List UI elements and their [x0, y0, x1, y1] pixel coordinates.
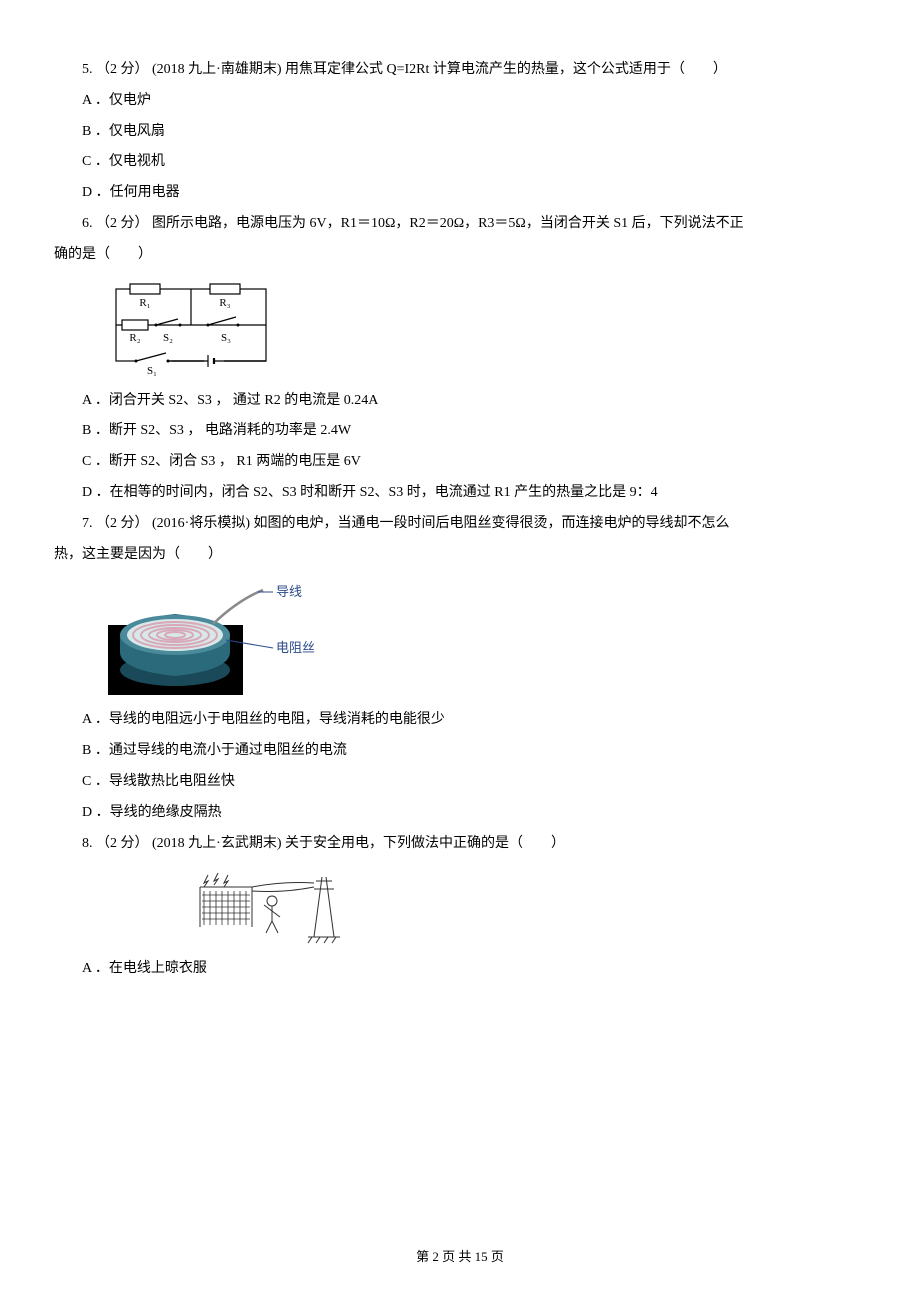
- q6-stem-2: 确的是（ ）: [54, 240, 866, 271]
- q7-option-a: A ．导线的电阻远小于电阻丝的电阻，导线消耗的电能很少: [54, 705, 866, 736]
- q6-label-r3: R₃: [219, 297, 230, 309]
- q6-circuit-diagram: R₁ R₃ R₂ S₂ S₃ S₁: [108, 281, 866, 376]
- page-footer: 第 2 页 共 15 页: [0, 1243, 920, 1272]
- q5-option-d: D ．任何用电器: [54, 178, 866, 209]
- q6-stem-1: 6. （2 分） 图所示电路，电源电压为 6V，R1＝10Ω，R2＝20Ω，R3…: [54, 209, 866, 240]
- q6-label-r2: R₂: [129, 332, 140, 344]
- q6-label-r1: R₁: [139, 297, 150, 309]
- q5-option-a: A ．仅电炉: [54, 86, 866, 117]
- q6-option-c: C ．断开 S2、闭合 S3 ， R1 两端的电压是 6V: [54, 447, 866, 478]
- q6-option-d: D ．在相等的时间内，闭合 S2、S3 时和断开 S2、S3 时，电流通过 R1…: [54, 478, 866, 509]
- q6-option-b: B ．断开 S2、S3 ， 电路消耗的功率是 2.4W: [54, 416, 866, 447]
- q6-option-a: A ．闭合开关 S2、S3 ， 通过 R2 的电流是 0.24A: [54, 386, 866, 417]
- q7-stem-1: 7. （2 分） (2016·将乐模拟) 如图的电炉，当通电一段时间后电阻丝变得…: [54, 509, 866, 540]
- q5-option-b: B ．仅电风扇: [54, 117, 866, 148]
- q7-option-d: D ．导线的绝缘皮隔热: [54, 798, 866, 829]
- q8-option-a: A ．在电线上晾衣服: [54, 954, 866, 985]
- q8-stem: 8. （2 分） (2018 九上·玄武期末) 关于安全用电，下列做法中正确的是…: [54, 829, 866, 860]
- q7-label-coil: 电阻丝: [276, 640, 315, 655]
- q6-label-s2: S₂: [163, 332, 173, 344]
- q5-option-c: C ．仅电视机: [54, 147, 866, 178]
- q5-stem: 5. （2 分） (2018 九上·南雄期末) 用焦耳定律公式 Q=I2Rt 计…: [54, 55, 866, 86]
- q6-label-s3: S₃: [221, 332, 231, 344]
- q7-option-b: B ．通过导线的电流小于通过电阻丝的电流: [54, 736, 866, 767]
- q7-stove-diagram: 导线 电阻丝: [108, 580, 866, 695]
- q7-stem-2: 热，这主要是因为（ ）: [54, 540, 866, 571]
- q8-safety-diagram: [194, 869, 866, 944]
- q7-label-wire: 导线: [276, 584, 302, 599]
- q7-option-c: C ．导线散热比电阻丝快: [54, 767, 866, 798]
- q6-label-s1: S₁: [147, 365, 157, 376]
